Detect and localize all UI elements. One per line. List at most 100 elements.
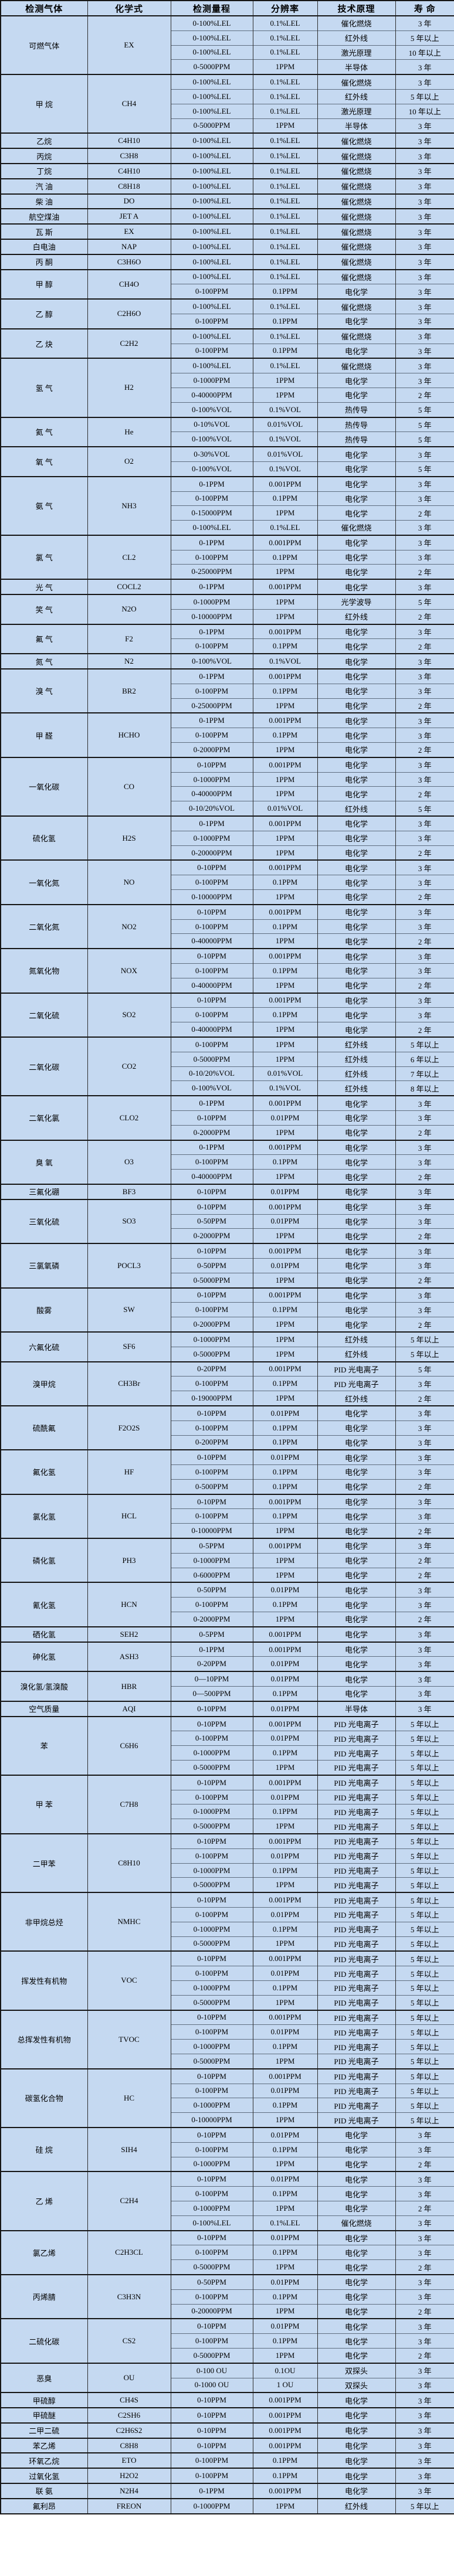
table-row: 0-6000PPM 1PPM 电化学 2 年 (1, 1567, 454, 1583)
resolution-cell: 0.1%LEL (252, 208, 318, 225)
resolution-cell: 1PPM (252, 2112, 318, 2128)
lifespan-cell: 3 年 (395, 2392, 454, 2408)
principle-cell: 电化学 (317, 284, 396, 300)
resolution-cell: 0.1%LEL (252, 193, 318, 209)
principle-cell: 电化学 (317, 491, 396, 506)
range-cell: 0-1000PPM (170, 1921, 253, 1937)
lifespan-cell: 2 年 (395, 977, 454, 993)
principle-cell: 电化学 (317, 1287, 396, 1303)
range-cell: 0-1000PPM (170, 373, 253, 388)
resolution-cell: 1PPM (252, 2200, 318, 2216)
principle-cell: 电化学 (317, 564, 396, 580)
range-cell: 0-100PPM (170, 2289, 253, 2305)
principle-cell: 电化学 (317, 1420, 396, 1435)
lifespan-cell: 5 年以上 (395, 1921, 454, 1937)
range-cell: 0-100%LEL (170, 178, 253, 194)
table-row: 氟化氢 HF 0-10PPM 0.01PPM 电化学 3 年 (0, 1449, 454, 1494)
resolution-cell: 1PPM (252, 2303, 318, 2319)
lifespan-cell: 3 年 (395, 2377, 454, 2393)
lifespan-cell: 5 年以上 (395, 1745, 454, 1761)
range-cell: 0-200PPM (170, 1435, 253, 1450)
lifespan-cell: 2 年 (395, 1169, 454, 1184)
lifespan-cell: 2 年 (395, 698, 454, 713)
principle-cell: 电化学 (317, 475, 396, 491)
lifespan-cell: 2 年 (395, 786, 454, 801)
table-row: 0-5000PPM 1PPM PID 光电离子 5 年以上 (1, 1877, 454, 1893)
lifespan-cell: 3 年 (395, 269, 454, 284)
principle-cell: PID 光电离子 (317, 1731, 396, 1746)
gas-name-cell: 二甲苯 (0, 1833, 88, 1893)
lifespan-cell: 5 年以上 (395, 2098, 454, 2113)
table-row: 环氧乙烷 ETO 0-100PPM 0.1PPM 电化学 3 年 (0, 2452, 454, 2469)
resolution-cell: 0.1PPM (252, 683, 318, 699)
resolution-cell: 0.01PPM (252, 1789, 318, 1804)
gas-name-cell: 甲硫醚 (0, 2407, 88, 2423)
formula-cell: TVOC (87, 2009, 171, 2069)
range-cell: 0-100%LEL (170, 328, 253, 344)
principle-cell: 电化学 (317, 1110, 396, 1126)
formula-cell: N2H4 (87, 2483, 171, 2499)
table-row: 0-10000PPM 1PPM 电化学 2 年 (1, 1523, 454, 1539)
lifespan-cell: 5 年以上 (395, 1789, 454, 1804)
range-cell: 0-100%LEL (170, 193, 253, 209)
formula-cell: AQI (87, 1700, 171, 1717)
lifespan-cell: 2 年 (395, 1552, 454, 1568)
lifespan-cell: 5 年以上 (395, 2068, 454, 2084)
resolution-cell: 0.01PPM (252, 1731, 318, 1746)
table-row: 0-40000PPM 1PPM 电化学 2 年 (1, 1022, 454, 1037)
table-row: 0-100%LEL 0.1%LEL 红外线 5 年以上 (1, 89, 454, 104)
table-row: 碳氢化合物 HC 0-10PPM 0.001PPM PID 光电离子 5 年以上 (0, 2068, 454, 2128)
principle-cell: 电化学 (317, 756, 396, 773)
range-cell: 0-1PPM (170, 623, 253, 639)
table-row: 0-10/20%VOL 0.01%VOL 红外线 7 年以上 (1, 1066, 454, 1081)
range-cell: 0-10PPM (170, 2422, 253, 2438)
principle-cell: PID 光电离子 (317, 1877, 396, 1893)
principle-cell: 电化学 (317, 373, 396, 388)
resolution-cell: 0.01PPM (252, 1582, 318, 1598)
range-cell: 0-10PPM (170, 992, 253, 1008)
table-row: 0-100%VOL 0.1%VOL 电化学 5 年 (1, 461, 454, 477)
principle-cell: 红外线 (317, 1051, 396, 1067)
range-cell: 0-100PPM (170, 638, 253, 654)
table-row: 苯 C6H6 0-10PPM 0.001PPM PID 光电离子 5 年以上 (0, 1715, 454, 1775)
principle-cell: 电化学 (317, 2407, 396, 2423)
table-row: 0-2000PPM 1PPM 电化学 2 年 (1, 1124, 454, 1140)
table-row: 0-100%LEL 0.1%LEL 催化燃烧 3 年 (1, 520, 454, 535)
lifespan-cell: 3 年 (395, 1139, 454, 1155)
lifespan-cell: 5 年以上 (395, 89, 454, 104)
range-cell: 0-25000PPM (170, 698, 253, 713)
formula-cell: SEH2 (87, 1626, 171, 1642)
range-cell: 0-100%LEL (170, 298, 253, 314)
range-cell: 0-100PPM (170, 1007, 253, 1022)
lifespan-cell: 3 年 (395, 728, 454, 743)
formula-cell: SF6 (87, 1331, 171, 1362)
principle-cell: 半导体 (317, 118, 396, 134)
formula-cell: NOX (87, 948, 171, 993)
table-row: 0-10PPM 0.01PPM 电化学 3 年 (1, 1110, 454, 1126)
formula-cell: C4H10 (87, 132, 171, 149)
lifespan-cell: 3 年 (395, 683, 454, 699)
principle-cell: 半导体 (317, 59, 396, 75)
gas-name-cell: 苯乙烯 (0, 2437, 88, 2453)
table-row: 0-100PPM 0.1PPM 电化学 3 年 (1, 549, 454, 565)
gas-name-cell: 二氧化碳 (0, 1036, 88, 1096)
resolution-cell: 1PPM (252, 933, 318, 949)
principle-cell: 电化学 (317, 977, 396, 993)
resolution-cell: 0.1PPM (252, 1804, 318, 1819)
header-formula: 化学式 (87, 0, 171, 16)
table-row: 0-1000PPM 0.1PPM PID 光电离子 5 年以上 (1, 1745, 454, 1761)
resolution-cell: 1PPM (252, 594, 318, 610)
table-row: 溴化氢/氢溴酸 HBR 0—10PPM 0.01PPM 电化学 3 年 (0, 1671, 454, 1701)
table-row: 瓦 斯 EX 0-100%LEL 0.1%LEL 催化燃烧 3 年 (0, 223, 454, 239)
formula-cell: EX (87, 15, 171, 75)
resolution-cell: 0.1PPM (252, 2186, 318, 2201)
lifespan-cell: 3 年 (395, 1198, 454, 1215)
principle-cell: 电化学 (317, 461, 396, 477)
resolution-cell: 0.1%VOL (252, 653, 318, 670)
table-row: 0-1000PPM 0.1PPM PID 光电离子 5 年以上 (1, 1921, 454, 1937)
principle-cell: 电化学 (317, 1124, 396, 1140)
principle-cell: 电化学 (317, 1183, 396, 1199)
resolution-cell: 0.1%LEL (252, 328, 318, 344)
lifespan-cell: 3 年 (395, 875, 454, 890)
range-cell: 0-10PPM (170, 2126, 253, 2143)
